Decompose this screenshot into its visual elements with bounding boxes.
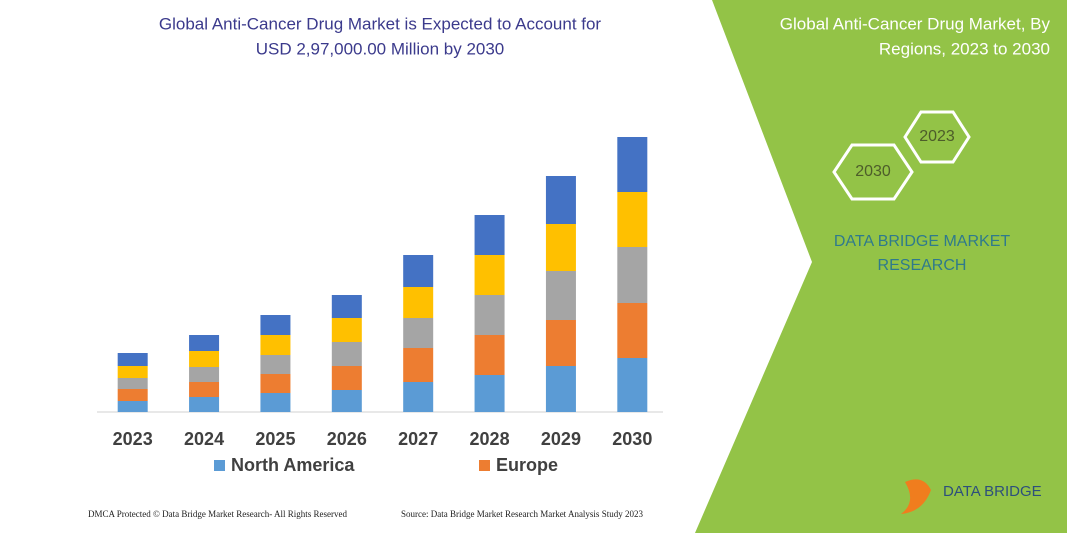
bar-segment bbox=[474, 255, 505, 295]
bar-segment bbox=[189, 397, 220, 412]
chart-title: Global Anti-Cancer Drug Market is Expect… bbox=[159, 14, 602, 33]
x-tick-label: 2023 bbox=[113, 429, 153, 449]
bar-segment bbox=[331, 342, 362, 366]
x-tick-label: 2024 bbox=[184, 429, 224, 449]
bar-segment bbox=[117, 389, 148, 401]
bar-segment bbox=[331, 295, 362, 318]
bar-segment bbox=[474, 335, 505, 375]
hexagon-label: 2030 bbox=[855, 163, 891, 180]
bar-segment bbox=[260, 393, 291, 412]
bar-segment bbox=[403, 318, 434, 348]
panel-title: Global Anti-Cancer Drug Market, By bbox=[780, 14, 1051, 33]
chart-title: USD 2,97,000.00 Million by 2030 bbox=[256, 39, 505, 58]
legend-swatch bbox=[479, 460, 490, 471]
legend-swatch bbox=[214, 460, 225, 471]
bar-segment bbox=[260, 315, 291, 335]
right-panel bbox=[695, 0, 1067, 533]
bar-segment bbox=[331, 318, 362, 342]
bar-segment bbox=[403, 348, 434, 382]
legend-label: Europe bbox=[496, 455, 558, 475]
hexagon bbox=[832, 143, 914, 201]
footer-source: Source: Data Bridge Market Research Mark… bbox=[401, 509, 643, 519]
bar-segment bbox=[260, 374, 291, 393]
bar-segment bbox=[331, 366, 362, 390]
bar-segment bbox=[189, 367, 220, 382]
bar-segment bbox=[117, 401, 148, 412]
bar-segment bbox=[260, 355, 291, 374]
bar-segment bbox=[189, 382, 220, 397]
x-tick-label: 2030 bbox=[612, 429, 652, 449]
brand-text: RESEARCH bbox=[878, 257, 967, 274]
bar-segment bbox=[617, 137, 648, 192]
x-tick-label: 2029 bbox=[541, 429, 581, 449]
brand-text: DATA BRIDGE MARKET bbox=[834, 233, 1011, 250]
bar-segment bbox=[617, 192, 648, 247]
bar-segment bbox=[189, 335, 220, 351]
bar-segment bbox=[474, 375, 505, 412]
bar-segment bbox=[260, 335, 291, 355]
bar-segment bbox=[545, 176, 576, 224]
bar-segment bbox=[474, 215, 505, 255]
bar-segment bbox=[474, 295, 505, 335]
footer-copyright: DMCA Protected © Data Bridge Market Rese… bbox=[88, 509, 348, 519]
hexagon-label: 2023 bbox=[919, 128, 955, 145]
panel-title: Regions, 2023 to 2030 bbox=[879, 39, 1050, 58]
bar-segment bbox=[545, 320, 576, 366]
bar-segment bbox=[403, 287, 434, 318]
x-tick-label: 2025 bbox=[255, 429, 295, 449]
bar-segment bbox=[117, 378, 148, 389]
hexagon bbox=[903, 110, 971, 164]
logo-icon bbox=[901, 479, 931, 514]
bar-segment bbox=[617, 358, 648, 412]
bar-segment bbox=[545, 224, 576, 271]
bar-segment bbox=[617, 303, 648, 358]
bar-segment bbox=[331, 390, 362, 412]
logo-text: DATA BRIDGE bbox=[943, 483, 1042, 500]
bar-segment bbox=[117, 366, 148, 378]
legend-label: North America bbox=[231, 455, 355, 475]
x-tick-label: 2026 bbox=[327, 429, 367, 449]
bar-segment bbox=[189, 351, 220, 367]
x-tick-label: 2027 bbox=[398, 429, 438, 449]
bar-segment bbox=[617, 247, 648, 303]
bar-segment bbox=[403, 382, 434, 412]
bar-segment bbox=[545, 366, 576, 412]
x-tick-label: 2028 bbox=[470, 429, 510, 449]
bar-segment bbox=[403, 255, 434, 287]
bar-segment bbox=[117, 353, 148, 366]
bar-segment bbox=[545, 271, 576, 320]
